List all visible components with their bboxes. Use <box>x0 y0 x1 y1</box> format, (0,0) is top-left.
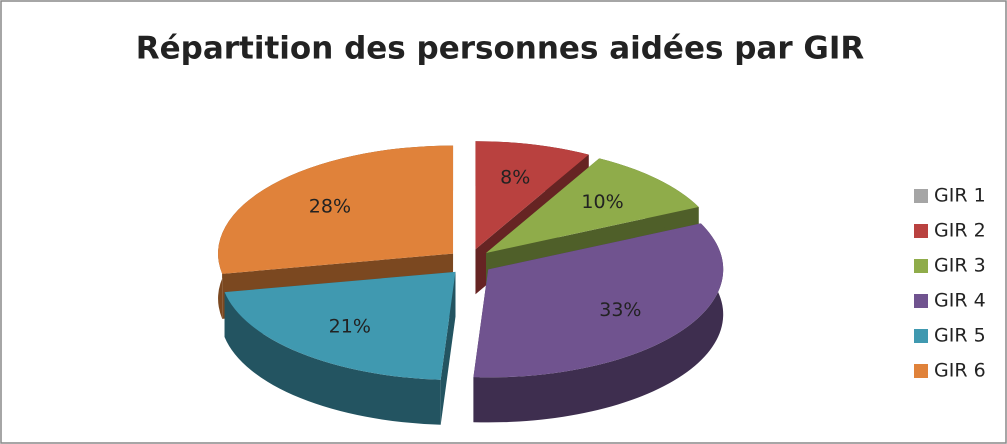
legend-label: GIR 3 <box>934 255 986 277</box>
legend-label: GIR 4 <box>934 290 986 312</box>
chart-title: Répartition des personnes aidées par GIR <box>136 31 865 67</box>
slice <box>224 271 456 380</box>
slice-side <box>473 223 724 423</box>
legend-label: GIR 6 <box>934 360 986 382</box>
slice <box>486 158 699 253</box>
slice <box>473 223 724 378</box>
slice <box>218 145 454 274</box>
data-label: 28% <box>309 195 351 217</box>
legend-label: GIR 1 <box>934 185 986 207</box>
data-label: 21% <box>329 315 371 337</box>
slice <box>475 141 589 250</box>
legend-swatch <box>914 259 928 273</box>
legend-label: GIR 2 <box>934 220 986 242</box>
slice-side <box>224 292 441 425</box>
legend-swatch <box>914 364 928 378</box>
legend-swatch <box>914 224 928 238</box>
slice-tops <box>218 141 724 380</box>
legend-label: GIR 5 <box>934 325 986 347</box>
legend-swatch <box>914 189 928 203</box>
data-label: 10% <box>581 191 623 213</box>
legend-swatch <box>914 329 928 343</box>
legend-swatch <box>914 294 928 308</box>
data-label: 33% <box>599 299 641 321</box>
data-label: 8% <box>500 167 530 189</box>
